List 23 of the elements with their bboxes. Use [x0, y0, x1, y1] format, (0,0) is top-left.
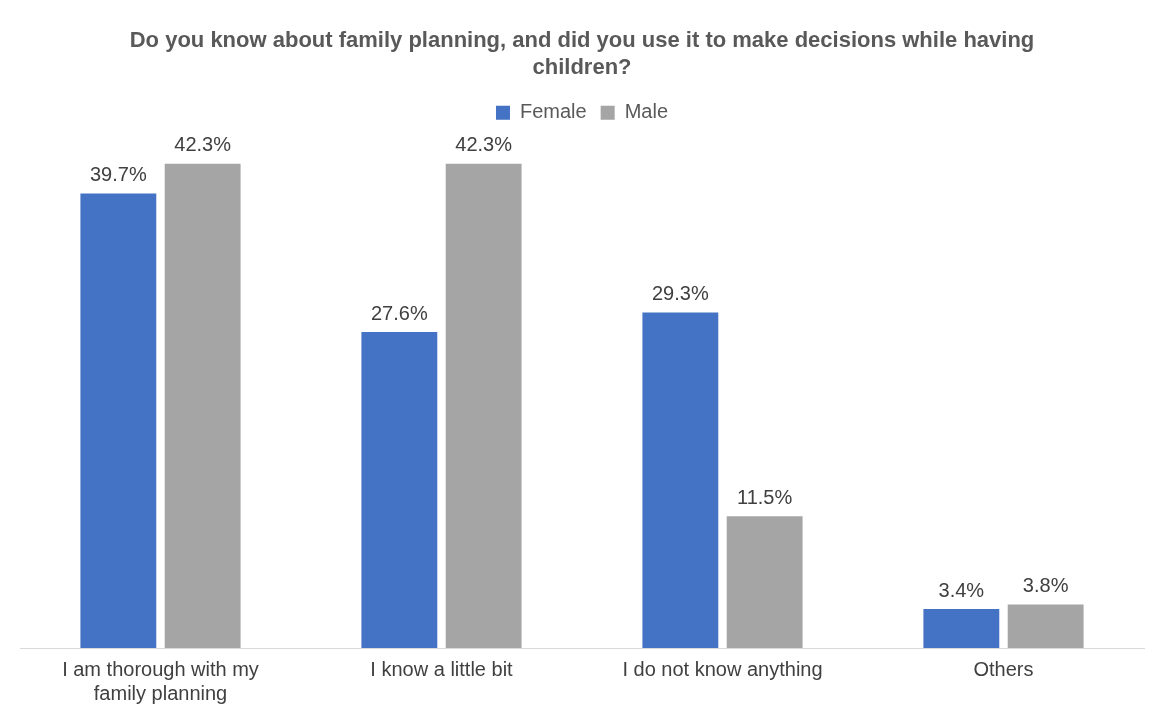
data-label: 27.6% [370, 301, 428, 324]
bar [80, 193, 157, 648]
data-label: 3.4% [938, 578, 985, 601]
x-tick-label: I do not know anything [622, 657, 823, 680]
legend-label: Female [519, 100, 587, 123]
data-label: 29.3% [651, 282, 709, 305]
x-tick-label: Others [973, 657, 1034, 680]
data-label: 39.7% [89, 162, 147, 185]
bar [164, 163, 241, 648]
bar [1007, 604, 1084, 648]
bar [642, 312, 719, 648]
x-tick-label: I know a little bit [370, 657, 514, 680]
bar [923, 609, 1000, 648]
data-label: 11.5% [737, 485, 793, 508]
data-label: 42.3% [455, 133, 513, 156]
bar [726, 516, 803, 648]
bar [445, 163, 522, 648]
chart-title: Do you know about family planning, and did you use it to make decisions while having children? [129, 27, 1035, 79]
x-tick-label: I am thorough with my family planning [62, 657, 259, 704]
legend-label: Male [624, 100, 669, 123]
data-label: 42.3% [174, 133, 232, 156]
data-label: 3.8% [1022, 574, 1069, 597]
bar [361, 332, 438, 648]
